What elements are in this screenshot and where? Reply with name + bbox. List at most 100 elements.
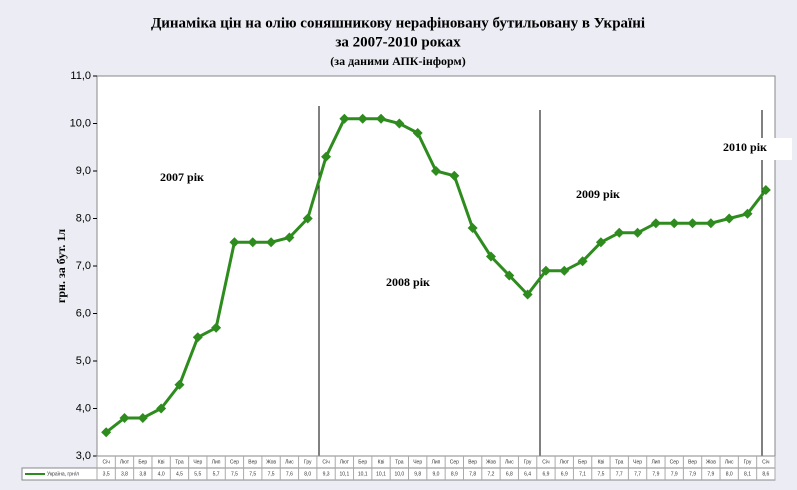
data-point: [302, 213, 313, 224]
data-label: 8,0: [726, 471, 733, 477]
plot-area: [96, 75, 776, 457]
x-tick-label: Жов: [486, 459, 496, 465]
data-label: 7,5: [268, 471, 275, 477]
data-point: [522, 289, 533, 300]
data-label: 5,7: [213, 471, 220, 477]
x-tick-label: Лис: [505, 459, 514, 465]
x-tick-label: Тра: [175, 459, 184, 465]
x-tick-label: Сер: [450, 459, 459, 465]
data-label: 7,7: [634, 471, 641, 477]
data-label: 8,6: [762, 471, 769, 477]
data-label: 4,0: [158, 471, 165, 477]
data-point: [687, 218, 698, 229]
annotation: 2009 рік: [576, 187, 620, 201]
data-point: [595, 237, 606, 248]
data-label: 9,8: [414, 471, 421, 477]
data-point: [321, 151, 332, 162]
legend-label: Україна, грн/л: [47, 471, 79, 477]
y-axis-label: грн. за бут. 1л: [54, 229, 68, 303]
data-label: 7,9: [689, 471, 696, 477]
x-tick-label: Сер: [230, 459, 239, 465]
data-label: 7,5: [249, 471, 256, 477]
data-label: 8,0: [304, 471, 311, 477]
data-point: [577, 256, 588, 267]
data-point: [137, 413, 148, 423]
x-tick-label: Лип: [212, 459, 221, 465]
data-label: 7,2: [487, 471, 494, 477]
chart-source: (за даними АПК-інформ): [330, 54, 465, 68]
data-point: [174, 379, 185, 390]
data-point: [540, 265, 551, 276]
chart-subtitle: за 2007-2010 роках: [335, 34, 461, 50]
data-point: [760, 185, 771, 195]
data-label: 3,5: [103, 471, 110, 477]
x-tick-label: Жов: [706, 459, 716, 465]
data-label: 9,3: [323, 471, 330, 477]
data-point: [467, 223, 478, 233]
data-point: [376, 113, 387, 124]
chart-title: Динаміка цін на олію соняшникову нерафін…: [151, 15, 645, 31]
y-tick-label: 6,0: [76, 307, 91, 319]
data-label: 8,9: [451, 471, 458, 477]
x-tick-label: Вер: [688, 459, 697, 465]
x-tick-label: Лип: [651, 459, 660, 465]
y-tick-label: 8,0: [76, 212, 91, 224]
annotation: 2007 рік: [160, 170, 204, 184]
data-point: [724, 213, 735, 224]
x-tick-label: Лип: [432, 459, 441, 465]
y-tick-label: 10,0: [70, 117, 91, 129]
data-label: 7,9: [652, 471, 659, 477]
data-point: [449, 170, 460, 181]
x-tick-label: Чер: [413, 459, 422, 465]
data-point: [211, 322, 222, 333]
data-point: [357, 113, 368, 124]
data-point: [614, 227, 625, 238]
data-label: 7,7: [616, 471, 623, 477]
data-point: [669, 218, 680, 229]
annotation: 2008 рік: [386, 275, 430, 289]
data-point: [266, 237, 277, 248]
annotation-box: [722, 138, 792, 160]
data-label: 6,8: [506, 471, 513, 477]
x-tick-label: Гру: [304, 459, 312, 465]
x-tick-label: Бер: [578, 459, 587, 465]
data-label: 3,8: [121, 471, 128, 477]
data-label: 10,1: [376, 471, 386, 477]
x-tick-label: Лют: [120, 459, 130, 465]
x-tick-label: Кві: [378, 459, 385, 465]
y-tick-label: 11,0: [70, 70, 91, 82]
data-point: [705, 218, 716, 229]
annotation: 2010 рік: [723, 140, 767, 154]
x-tick-label: Тра: [615, 459, 624, 465]
data-label: 4,5: [176, 471, 183, 477]
data-label: 6,9: [561, 471, 568, 477]
y-tick-label: 3,0: [76, 450, 91, 462]
data-point: [247, 237, 258, 248]
x-tick-label: Кві: [158, 459, 165, 465]
y-tick-label: 4,0: [76, 402, 91, 414]
y-tick-label: 5,0: [76, 355, 91, 367]
x-tick-label: Лют: [340, 459, 350, 465]
y-tick-label: 9,0: [76, 165, 91, 177]
x-tick-label: Тра: [395, 459, 404, 465]
data-label: 10,1: [358, 471, 368, 477]
data-point: [284, 232, 295, 243]
data-point: [339, 113, 350, 124]
data-point: [394, 118, 405, 129]
data-point: [485, 251, 496, 262]
data-label: 5,5: [194, 471, 201, 477]
data-label: 7,9: [671, 471, 678, 477]
data-point: [156, 403, 167, 414]
data-label: 7,1: [579, 471, 586, 477]
data-point: [650, 218, 661, 229]
x-tick-label: Січ: [322, 459, 330, 465]
x-tick-label: Жов: [266, 459, 276, 465]
data-label: 9,0: [433, 471, 440, 477]
data-label: 3,8: [139, 471, 146, 477]
data-label: 6,9: [542, 471, 549, 477]
data-point: [412, 128, 423, 138]
data-point: [559, 265, 570, 276]
x-tick-label: Січ: [542, 459, 550, 465]
x-tick-label: Чер: [633, 459, 642, 465]
